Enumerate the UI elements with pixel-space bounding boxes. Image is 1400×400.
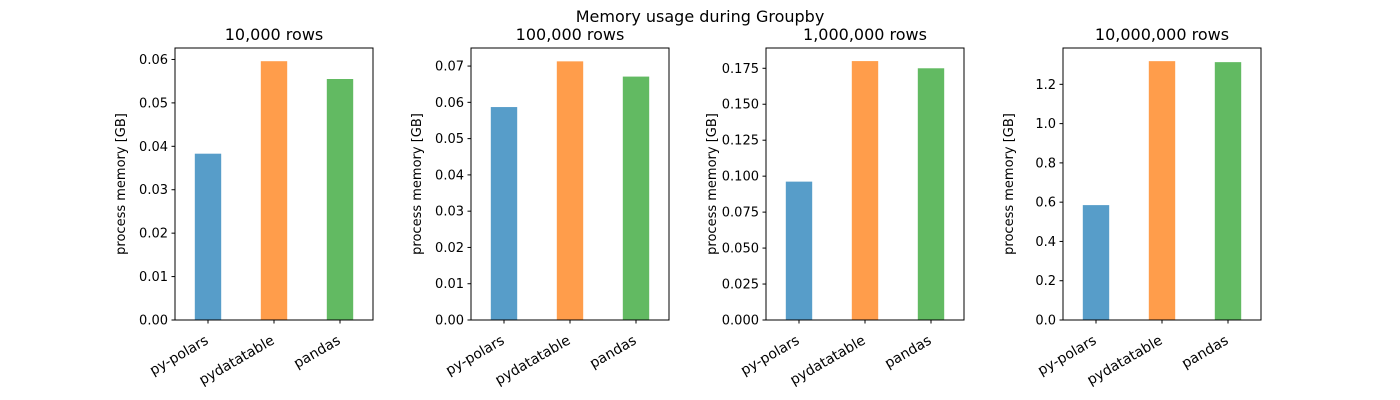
x-tick-label: pydatatable bbox=[196, 333, 277, 389]
y-tick-label: 0.05 bbox=[435, 132, 464, 147]
y-tick-label: 0.00 bbox=[435, 314, 464, 329]
y-tick-label: 0.0 bbox=[1035, 314, 1056, 329]
y-tick-label: 0.6 bbox=[1035, 196, 1056, 211]
y-tick-label: 0.025 bbox=[722, 278, 759, 293]
x-tick-label: pandas bbox=[1179, 333, 1231, 372]
y-tick-label: 0.00 bbox=[139, 314, 168, 329]
y-tick-label: 0.06 bbox=[139, 53, 168, 68]
y-axis-label: process memory [GB] bbox=[114, 113, 129, 255]
y-tick-label: 0.000 bbox=[722, 314, 759, 329]
y-tick-label: 0.06 bbox=[435, 96, 464, 111]
x-tick-label: pydatatable bbox=[1084, 333, 1165, 389]
bar-pandas bbox=[917, 68, 945, 320]
x-tick-label: pandas bbox=[587, 333, 639, 372]
y-tick-label: 0.05 bbox=[139, 96, 168, 111]
subplot-3: 0.000 0.025 0.050 0.075 0.100 0.125 0.150 0.175… bbox=[705, 25, 965, 389]
y-tick-label: 0.04 bbox=[435, 168, 464, 183]
y-tick-label: 0.8 bbox=[1035, 156, 1056, 171]
bar-py-polars bbox=[490, 107, 518, 320]
x-tick-label: pandas bbox=[882, 333, 934, 372]
bar-py-polars bbox=[1082, 205, 1110, 320]
y-tick-label: 0.03 bbox=[139, 183, 168, 198]
bar-pandas bbox=[1214, 62, 1242, 320]
bar-pydatatable bbox=[556, 61, 584, 320]
y-tick-label: 0.02 bbox=[139, 227, 168, 242]
y-tick-label: 0.175 bbox=[722, 62, 759, 77]
x-tick-label: pydatatable bbox=[492, 333, 573, 389]
subplot-title: 10,000,000 rows bbox=[1095, 25, 1229, 44]
y-tick-label: 1.0 bbox=[1035, 117, 1056, 132]
y-tick-label: 0.075 bbox=[722, 206, 759, 221]
bar-pydatatable bbox=[851, 61, 879, 321]
y-tick-label: 0.150 bbox=[722, 98, 759, 113]
y-tick-label: 0.01 bbox=[435, 277, 464, 292]
subplot-title: 10,000 rows bbox=[225, 25, 324, 44]
y-tick-label: 0.050 bbox=[722, 242, 759, 257]
y-tick-label: 0.04 bbox=[139, 140, 168, 155]
y-tick-label: 0.03 bbox=[435, 205, 464, 220]
bar-py-polars bbox=[194, 153, 222, 320]
subplot-2: 0.000.010.020.030.040.050.060.07py-polar… bbox=[410, 25, 670, 389]
figure-title: Memory usage during Groupby bbox=[576, 7, 825, 26]
subplot-title: 1,000,000 rows bbox=[803, 25, 927, 44]
bar-pandas bbox=[622, 76, 650, 320]
y-tick-label: 1.2 bbox=[1035, 78, 1056, 93]
y-tick-label: 0.2 bbox=[1035, 274, 1056, 289]
y-tick-label: 0.07 bbox=[435, 60, 464, 75]
y-tick-label: 0.125 bbox=[722, 134, 759, 149]
y-tick-label: 0.4 bbox=[1035, 235, 1056, 250]
subplots: 0.000.010.020.030.040.050.06py-polarspyd… bbox=[114, 25, 1262, 389]
subplot-title: 100,000 rows bbox=[516, 25, 625, 44]
bar-pydatatable bbox=[1148, 61, 1176, 321]
bar-py-polars bbox=[785, 181, 813, 320]
x-tick-label: pandas bbox=[291, 333, 343, 372]
subplot-1: 0.000.010.020.030.040.050.06py-polarspyd… bbox=[114, 25, 374, 389]
bar-pydatatable bbox=[260, 61, 288, 321]
x-tick-label: pydatatable bbox=[787, 333, 868, 389]
bar-pandas bbox=[326, 79, 354, 320]
subplot-4: 0.00.20.40.60.81.01.2py-polarspydatatabl… bbox=[1002, 25, 1262, 389]
y-axis-label: process memory [GB] bbox=[1002, 113, 1017, 255]
y-tick-label: 0.02 bbox=[435, 241, 464, 256]
y-tick-label: 0.01 bbox=[139, 270, 168, 285]
y-axis-label: process memory [GB] bbox=[705, 113, 720, 255]
y-axis-label: process memory [GB] bbox=[410, 113, 425, 255]
y-tick-label: 0.100 bbox=[722, 170, 759, 185]
